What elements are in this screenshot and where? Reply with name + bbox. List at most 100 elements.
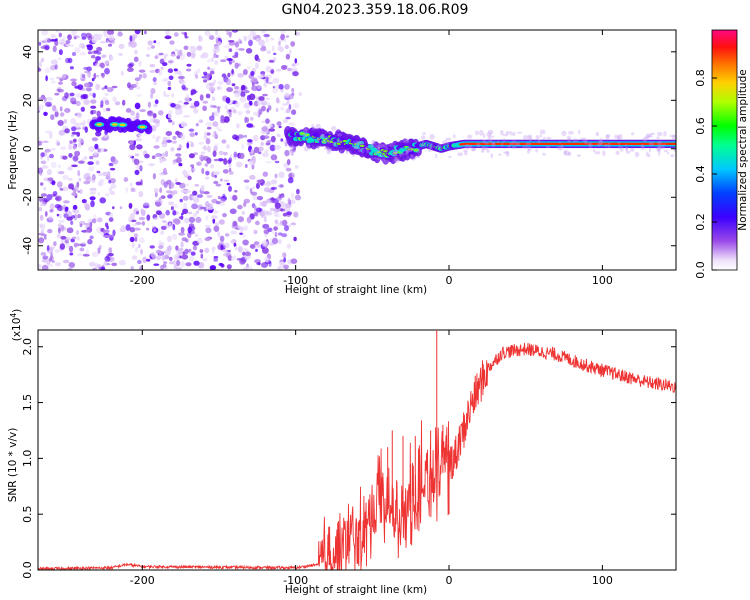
noise-blob <box>46 245 50 251</box>
noise-blob <box>228 167 232 173</box>
ridge-halo <box>567 137 571 144</box>
noise-blob <box>183 202 187 207</box>
ridge-halo <box>361 147 365 154</box>
noise-blob <box>262 93 268 97</box>
ridge-halo <box>332 141 337 147</box>
ridge-halo <box>607 142 611 149</box>
noise-blob <box>194 184 200 187</box>
snr-frame <box>37 329 677 571</box>
noise-blob <box>215 222 220 226</box>
noise-blob <box>54 108 59 113</box>
noise-blob <box>218 150 224 156</box>
ridge-halo <box>411 157 416 161</box>
noise-blob <box>180 241 184 248</box>
noise-blob <box>240 91 246 98</box>
noise-blob <box>108 162 114 167</box>
ridge-halo <box>410 154 413 157</box>
noise-blob <box>112 206 115 210</box>
noise-blob <box>93 154 98 158</box>
ridge-halo <box>509 142 514 146</box>
noise-blob <box>142 205 150 209</box>
noise-blob <box>69 66 74 70</box>
ridge-halo <box>484 142 489 145</box>
noise-blob <box>134 77 141 82</box>
noise-blob <box>154 99 159 105</box>
spectrogram-ridge <box>89 116 676 165</box>
ridge-halo <box>525 142 532 146</box>
noise-blob <box>178 49 183 56</box>
noise-blob <box>58 129 65 136</box>
noise-blob <box>103 134 108 139</box>
noise-blob <box>214 30 219 36</box>
noise-blob <box>243 69 248 76</box>
bottom-y-ticks: 0.0 0.5 1.0 1.5 2.0 <box>21 338 676 579</box>
noise-blob <box>173 254 180 261</box>
ridge-halo <box>453 134 456 138</box>
ridge-halo <box>593 149 596 153</box>
ridge-halo <box>647 154 651 158</box>
noise-blob <box>211 112 215 118</box>
noise-blob <box>217 231 221 238</box>
noise-blob <box>274 160 280 164</box>
noise-blob <box>44 45 50 51</box>
noise-blob <box>50 252 53 259</box>
ridge-halo <box>470 147 476 152</box>
noise-blob <box>253 146 260 154</box>
ridge-halo <box>656 146 661 153</box>
noise-blob <box>182 205 188 209</box>
noise-blob <box>247 139 253 143</box>
noise-blob <box>45 75 48 82</box>
noise-blob <box>47 228 53 234</box>
noise-blob <box>222 213 227 218</box>
noise-blob <box>257 179 264 184</box>
noise-blob <box>265 97 270 101</box>
noise-blob <box>51 180 56 186</box>
noise-blob <box>149 245 155 249</box>
noise-blob <box>180 189 186 193</box>
ridge-halo <box>406 151 409 154</box>
noise-blob <box>93 33 100 38</box>
ridge-halo <box>487 129 494 135</box>
noise-blob <box>274 202 281 209</box>
noise-blob <box>175 267 183 270</box>
ridge-halo <box>580 137 587 140</box>
ridge-halo <box>315 123 322 130</box>
noise-blob <box>277 265 282 270</box>
noise-blob <box>173 68 178 72</box>
noise-blob <box>189 193 194 201</box>
noise-blob <box>223 157 227 165</box>
noise-blob <box>44 67 51 74</box>
ridge-halo <box>382 143 387 148</box>
noise-blob <box>43 199 50 203</box>
noise-blob <box>103 260 107 266</box>
noise-blob <box>237 72 245 78</box>
noise-blob <box>213 225 220 232</box>
noise-blob <box>190 142 194 148</box>
noise-blob <box>196 210 199 214</box>
noise-blob <box>263 33 270 38</box>
noise-blob <box>296 188 300 195</box>
noise-blob <box>72 97 76 101</box>
colorbar-tick-label: 0.2 <box>694 213 707 231</box>
noise-blob <box>141 221 145 226</box>
noise-blob <box>172 218 180 224</box>
noise-blob <box>194 132 198 136</box>
noise-blob <box>58 213 62 219</box>
noise-blob <box>290 258 298 265</box>
noise-blob <box>279 184 284 188</box>
noise-blob <box>204 201 210 208</box>
noise-blob <box>90 200 95 208</box>
ridge-halo <box>505 150 510 157</box>
noise-blob <box>182 171 190 177</box>
noise-blob <box>138 191 144 198</box>
noise-blob <box>139 165 143 172</box>
noise-blob <box>136 94 143 97</box>
noise-blob <box>67 166 73 171</box>
noise-blob <box>176 55 180 60</box>
noise-blob <box>181 254 189 260</box>
noise-blob <box>118 52 123 57</box>
noise-blob <box>77 190 81 193</box>
noise-blob <box>183 102 189 105</box>
ridge-halo <box>353 144 359 150</box>
noise-blob <box>120 225 127 232</box>
